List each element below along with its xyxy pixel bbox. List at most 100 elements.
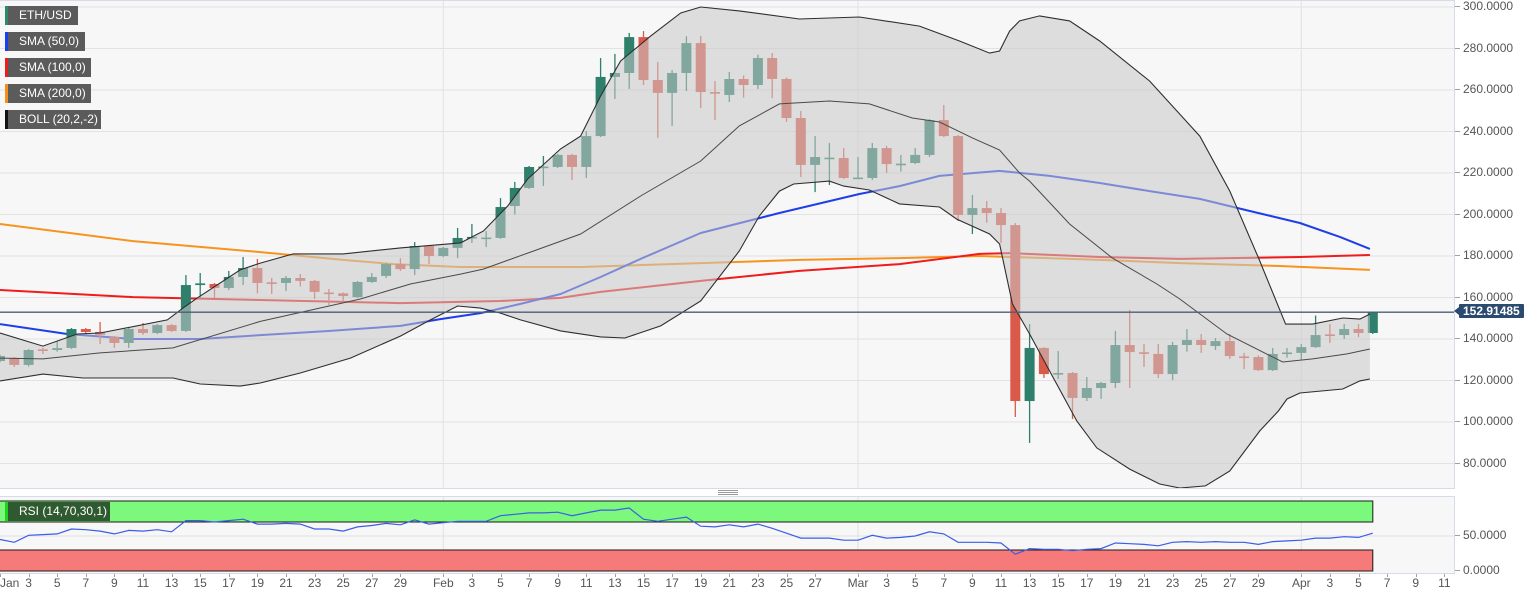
x-axis-label: 9: [554, 576, 562, 590]
legend-item-sma-50-0[interactable]: SMA (50,0): [5, 32, 85, 51]
x-axis-label: 25: [336, 576, 350, 590]
x-tick-mark: [371, 574, 373, 577]
x-axis-label: 11: [994, 576, 1008, 590]
x-tick-mark: [700, 574, 702, 577]
x-tick-mark: [1387, 574, 1389, 577]
rsi-oversold-zone: [0, 549, 1374, 572]
x-axis-label: 23: [307, 576, 322, 590]
x-axis-label: 25: [779, 576, 794, 590]
y-tick-mark: [1455, 213, 1460, 215]
x-axis-label: 15: [636, 576, 651, 590]
price-chart-panel[interactable]: ETH/USD SMA (50,0) SMA (100,0) SMA (200,0) B…: [0, 0, 1455, 489]
x-axis-label: 9: [111, 576, 118, 590]
rsi-line: [0, 507, 1373, 555]
legend-item-boll-20-2-2[interactable]: BOLL (20,2,-2): [5, 110, 101, 129]
bollinger-band-fill: [0, 7, 1370, 488]
x-axis-label: 25: [1194, 576, 1208, 590]
x-axis-label: 29: [393, 576, 408, 590]
x-axis-label: 27: [808, 576, 822, 590]
x-tick-mark: [1444, 574, 1446, 577]
x-tick-mark: [1415, 574, 1417, 577]
candle-down: [80, 328, 91, 334]
x-tick-mark: [1229, 574, 1231, 577]
x-tick-mark: [400, 574, 402, 577]
x-tick-mark: [886, 574, 888, 577]
x-tick-mark: [643, 574, 645, 577]
candle-up: [195, 273, 206, 298]
x-axis-label: 9: [969, 576, 976, 590]
x-tick-mark: [729, 574, 731, 577]
x-axis-label: 21: [1137, 576, 1151, 590]
x-axis-label: Mar: [847, 576, 869, 590]
x-axis-label: 11: [580, 576, 593, 590]
x-tick-mark: [972, 574, 974, 577]
y-tick-mark: [1455, 47, 1460, 49]
x-tick-mark: [757, 574, 759, 577]
rsi-legend-label[interactable]: RSI (14,70,30,1): [5, 502, 110, 521]
x-tick-mark: [343, 574, 345, 577]
legend-item-sma-100-0[interactable]: SMA (100,0): [5, 58, 91, 77]
x-tick-mark: [1144, 574, 1145, 577]
x-tick-mark: [1029, 574, 1031, 577]
x-axis-label: 13: [164, 576, 179, 590]
x-axis-label: 23: [751, 576, 765, 590]
x-axis-label: 29: [1251, 576, 1266, 590]
panel-resize-handle[interactable]: [718, 490, 738, 496]
rsi-y-tick-mark: [1455, 570, 1460, 571]
x-axis-label: 19: [694, 576, 708, 590]
y-tick-mark: [1455, 89, 1460, 90]
candle-up: [1024, 324, 1035, 443]
x-axis-label: 13: [1022, 576, 1037, 590]
bollinger-upper-line: [0, 6, 1371, 347]
y-axis-label: 240.0000: [1463, 123, 1514, 138]
x-axis-label: 17: [665, 576, 679, 590]
y-tick-mark: [1455, 172, 1460, 173]
x-axis-label: 11: [136, 576, 150, 590]
x-tick-mark: [1172, 574, 1174, 577]
x-axis-label: 21: [279, 576, 293, 590]
x-axis-label: 17: [222, 576, 236, 590]
x-axis-label: 7: [82, 576, 90, 590]
grip-line: [718, 494, 738, 495]
x-axis-label: 5: [53, 576, 61, 590]
x-tick-mark: [500, 574, 502, 577]
y-tick-mark: [1455, 338, 1460, 339]
legend-item-eth-usd[interactable]: ETH/USD: [5, 6, 78, 25]
y-tick-mark: [1455, 296, 1460, 298]
x-axis-label: 15: [1051, 576, 1065, 590]
rsi-chart-canvas[interactable]: [0, 497, 1455, 574]
x-tick-mark: [143, 574, 144, 577]
y-tick-mark: [1455, 130, 1460, 132]
candle-up: [1367, 311, 1378, 335]
x-tick-mark: [200, 574, 202, 577]
y-axis-label: 280.0000: [1463, 40, 1514, 55]
x-axis-label: 17: [1080, 576, 1094, 590]
x-axis-label: 13: [608, 576, 622, 590]
bollinger-middle-line: [0, 100, 1371, 363]
x-tick-mark: [471, 574, 473, 577]
x-axis-label: 7: [525, 576, 533, 590]
y-axis-label: 100.0000: [1463, 414, 1514, 428]
x-tick-mark: [228, 574, 230, 577]
y-tick-mark: [1455, 6, 1460, 7]
grip-line: [718, 490, 738, 491]
y-tick-mark: [1455, 379, 1460, 381]
x-axis-label: 23: [1165, 576, 1180, 590]
x-axis-label: 3: [1326, 576, 1334, 590]
x-axis-label: 19: [1108, 576, 1123, 590]
x-axis-label: 27: [365, 576, 379, 590]
y-tick-mark: [1455, 421, 1460, 422]
x-axis-label: Apr: [1291, 576, 1311, 590]
x-tick-mark: [443, 574, 445, 577]
grip-line: [718, 492, 738, 493]
y-axis-label: 140.0000: [1463, 331, 1514, 345]
x-axis-label: 19: [250, 576, 265, 590]
x-tick-mark: [1258, 574, 1260, 577]
rsi-axis-label: 50.0000: [1463, 528, 1507, 542]
legend-item-sma-200-0[interactable]: SMA (200,0): [5, 84, 91, 103]
x-axis-label: Feb: [432, 576, 454, 590]
y-axis-label: 220.0000: [1463, 165, 1514, 179]
rsi-panel[interactable]: RSI (14,70,30,1): [0, 496, 1455, 574]
price-chart-canvas[interactable]: [0, 1, 1455, 489]
